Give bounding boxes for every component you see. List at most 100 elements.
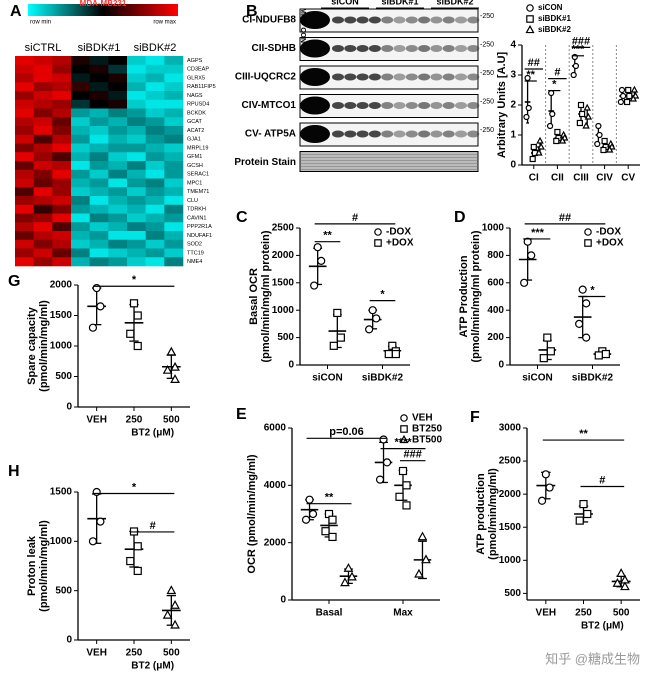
heat-cell [52, 56, 72, 66]
y-tick-label: 3 [510, 70, 516, 81]
y-axis-label: Arbitrary Units [A.U] [496, 51, 508, 158]
point [317, 256, 326, 265]
gene-label: SERAC1 [187, 172, 209, 178]
heat-cell [89, 108, 109, 118]
y-tick-label: 2000 [499, 489, 522, 500]
heat-cell [15, 91, 34, 101]
band [430, 73, 443, 81]
heat-cell [52, 248, 72, 258]
x-axis-label: BT2 (μM) [581, 621, 624, 632]
y-tick-label: 2 [510, 100, 516, 111]
heat-cell [108, 91, 128, 101]
point [629, 94, 638, 102]
legend-label: -DOX [596, 227, 621, 238]
point [523, 237, 532, 246]
x-tick-label: CII [551, 173, 564, 184]
heat-cell [15, 239, 34, 249]
point [333, 308, 342, 318]
significance-label: * [590, 284, 595, 296]
heat-cell [89, 134, 109, 144]
heat-cell [15, 213, 34, 223]
heat-cell [127, 82, 146, 92]
point [541, 470, 550, 479]
heat-cell [164, 222, 184, 232]
x-tick-label: VEH [86, 415, 107, 426]
heat-cell [33, 248, 53, 258]
panel-label: H [8, 463, 20, 480]
heat-cell [164, 56, 184, 66]
point [579, 110, 586, 118]
heat-cell [127, 161, 146, 171]
heat-cell [108, 73, 128, 83]
point [368, 306, 377, 315]
point [126, 329, 135, 338]
heat-cell [15, 117, 34, 127]
band [467, 16, 480, 24]
x-tick-label: CIV [596, 173, 613, 184]
heat-cell [15, 99, 34, 109]
marker-label: -250 [480, 41, 494, 48]
point [391, 349, 400, 359]
point [536, 136, 544, 144]
heat-cell [15, 108, 34, 118]
heat-cell [33, 117, 53, 127]
x-tick-label: Max [393, 608, 413, 619]
heat-cell [127, 134, 146, 144]
point [336, 333, 345, 342]
heat-cell [71, 117, 90, 127]
heat-cell [127, 169, 146, 179]
heat-cell [108, 204, 128, 214]
y-tick-label: 1500 [272, 277, 295, 288]
heat-cell [127, 204, 146, 214]
band [467, 45, 480, 52]
heat-cell [15, 196, 34, 206]
heat-cell [89, 143, 109, 153]
heat-cell [145, 248, 165, 258]
band [344, 73, 357, 81]
band [442, 130, 455, 138]
band [455, 16, 467, 24]
x-tick-label: siBDK#2 [362, 373, 404, 384]
y-axis-label: (pmol/min/mg/ml) [38, 520, 50, 612]
heat-cell [15, 248, 34, 258]
point [414, 568, 424, 578]
heat-cell [89, 239, 109, 249]
y-tick-label: 0 [66, 402, 72, 413]
heat-cell [71, 239, 90, 249]
heat-cell [108, 169, 128, 179]
heat-cell [15, 257, 34, 267]
heat-cell [89, 204, 109, 214]
gene-label: TDRKH [187, 207, 206, 213]
heat-cell [33, 187, 53, 197]
legend-label: +DOX [386, 238, 414, 249]
heat-cell [108, 117, 128, 127]
point [96, 302, 105, 311]
point [595, 122, 602, 130]
heat-cell [164, 187, 184, 197]
heat-cell [33, 56, 53, 66]
band [381, 16, 394, 24]
heat-cell [71, 91, 90, 101]
heat-cell [33, 257, 53, 267]
heat-cell [89, 257, 109, 267]
heat-cell [89, 213, 109, 223]
point [594, 140, 601, 148]
y-tick-label: 1500 [50, 487, 73, 498]
point [582, 121, 590, 129]
y-axis-label: OCR (pmol/min/mg/ml) [246, 454, 258, 574]
band [368, 130, 381, 138]
point [620, 581, 630, 591]
heat-cell [164, 108, 184, 118]
x-tick-label: siCON [522, 373, 553, 384]
significance-label: *** [571, 44, 585, 56]
heat-cell [89, 222, 109, 232]
y-tick-label: 400 [487, 305, 504, 316]
band [393, 16, 406, 24]
band [467, 73, 480, 81]
band [405, 16, 418, 24]
legend-label: siCON [538, 3, 563, 12]
heat-cell [108, 257, 128, 267]
y-tick-label: 2000 [50, 280, 73, 291]
heat-cell [52, 196, 72, 206]
significance-label: # [150, 520, 156, 532]
